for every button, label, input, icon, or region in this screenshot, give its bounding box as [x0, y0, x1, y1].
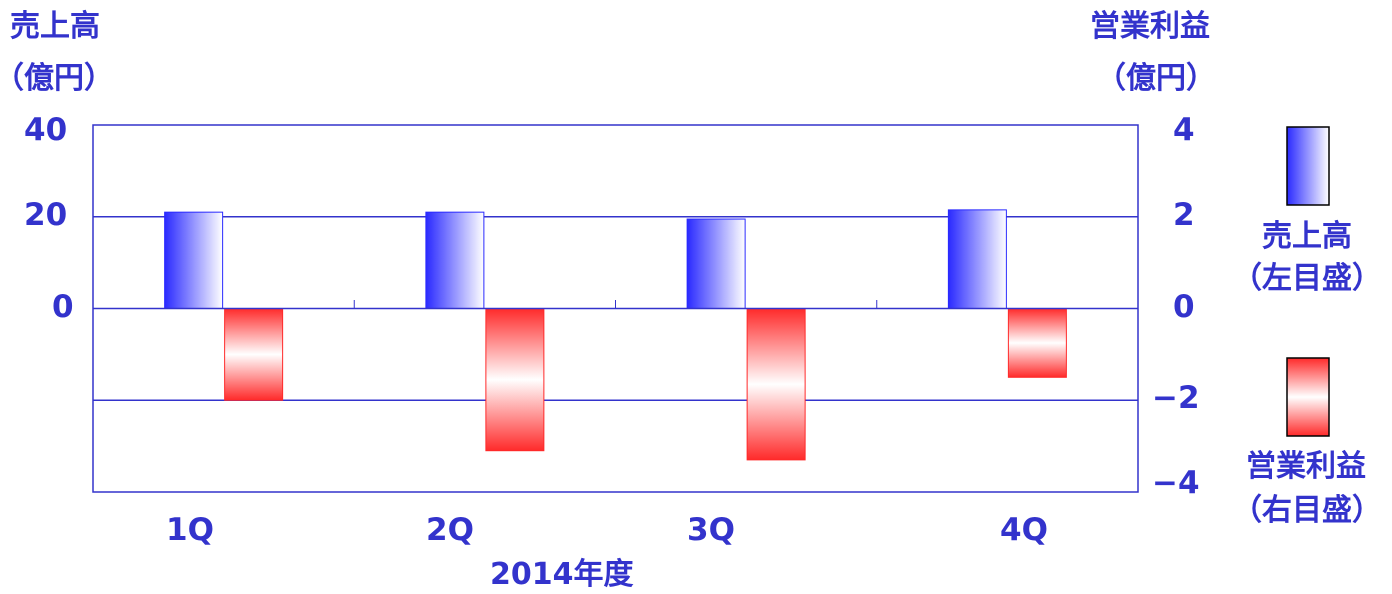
- left-tick-label: 20: [24, 197, 68, 233]
- left-tick-label: 0: [52, 289, 74, 325]
- right-tick-label: 2: [1173, 197, 1195, 233]
- right-tick-label: −2: [1152, 380, 1200, 416]
- legend-sales-note: （左目盛）: [1232, 261, 1382, 296]
- right-tick-label: 0: [1173, 289, 1195, 325]
- profit-bar: [746, 308, 806, 461]
- x-axis-label: 2014年度: [490, 557, 634, 592]
- profit-bar: [224, 308, 284, 401]
- legend-profit-label: 営業利益: [1246, 449, 1366, 484]
- legend-sales-label: 売上高: [1262, 219, 1352, 254]
- category-label: 2Q: [426, 512, 474, 548]
- legend-profit-note: （右目盛）: [1232, 493, 1382, 528]
- right-axis-title: 営業利益: [1090, 9, 1210, 44]
- right-axis-unit: （億円）: [1096, 61, 1216, 96]
- sales-bar: [164, 211, 224, 310]
- category-label: 1Q: [166, 512, 214, 548]
- category-label: 4Q: [1000, 512, 1048, 548]
- legend-profit-swatch: [1286, 357, 1330, 437]
- profit-bar: [485, 308, 545, 452]
- left-axis-title: 売上高: [10, 9, 100, 44]
- profit-bar: [1007, 308, 1067, 378]
- left-tick-label: 40: [24, 112, 68, 148]
- category-label: 3Q: [687, 512, 735, 548]
- right-tick-label: −4: [1152, 465, 1200, 501]
- right-tick-label: 4: [1173, 112, 1195, 148]
- sales-bar: [425, 211, 485, 310]
- sales-bar: [947, 209, 1007, 309]
- sales-bar: [686, 218, 746, 309]
- legend-sales-swatch: [1286, 126, 1330, 206]
- left-axis-unit: （億円）: [0, 61, 114, 96]
